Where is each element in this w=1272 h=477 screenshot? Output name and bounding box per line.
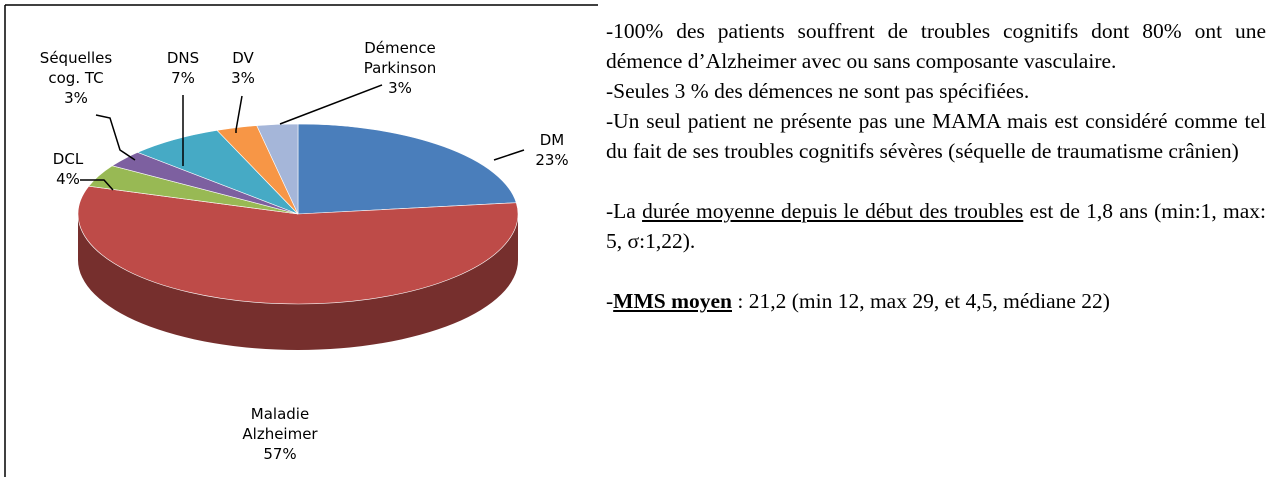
category-label: Démence Parkinson [363,39,437,77]
text-run: : 21,2 (min 12, max 29, et 4,5, médiane … [732,289,1110,313]
value-label: 57% [263,445,297,463]
category-label: DV [232,49,254,67]
category-label: DM [539,131,565,149]
data-label: Démence Parkinson 3% [364,38,437,98]
paragraph: -MMS moyen : 21,2 (min 12, max 29, et 4,… [606,286,1266,316]
value-label: 23% [535,151,569,169]
text-run: -La [606,199,643,223]
emphasis: durée moyenne depuis le début des troubl… [642,199,1024,223]
category-label: Séquelles cog. TC [39,49,113,87]
value-label: 3% [64,89,88,107]
pie-chart [4,4,598,477]
text-run: - [606,289,614,313]
category-label: DNS [166,49,200,67]
leader-line [80,179,114,191]
leader-line [493,149,525,161]
slice [297,123,517,215]
slice-sides [78,214,518,350]
leader-line [279,84,383,125]
text-run: -Un seul patient ne présente pas une MAM… [606,109,1266,163]
slice-tops [77,123,519,305]
data-label: DCL 4% [53,149,83,189]
data-label: DM 23% [535,130,568,170]
value-label: 3% [388,79,412,97]
text-run: est de 1,8 ans (min:1, max: 5, σ:1,22). [606,199,1266,253]
slice [256,123,299,215]
value-label: 4% [56,170,80,188]
text-run: -Seules 3 % des démences ne sont pas spé… [606,79,1030,103]
text-run: -100% des patients souffrent de troubles… [606,19,1266,73]
paragraph: -100% des patients souffrent de troubles… [606,16,1266,76]
paragraph: -Seules 3 % des démences ne sont pas spé… [606,76,1266,106]
data-label: Séquelles cog. TC 3% [40,48,112,108]
paragraph: -Un seul patient ne présente pas une MAM… [606,106,1266,166]
slice [77,185,519,305]
leader-line [95,114,136,161]
data-label: DNS 7% [167,48,199,88]
paragraph: -La durée moyenne depuis le début des tr… [606,196,1266,256]
category-label: DCL [52,150,84,168]
data-label: DV 3% [231,48,255,88]
category-label: Maladie Alzheimer [242,405,318,443]
value-label: 7% [171,69,195,87]
text-block: -100% des patients souffrent de troubles… [606,16,1266,316]
value-label: 3% [231,69,255,87]
slice-side [78,214,518,350]
data-label: Maladie Alzheimer 57% [242,404,317,464]
leader-lines [80,84,525,191]
leader-line [235,95,243,133]
emphasis: MMS moyen [613,289,732,313]
